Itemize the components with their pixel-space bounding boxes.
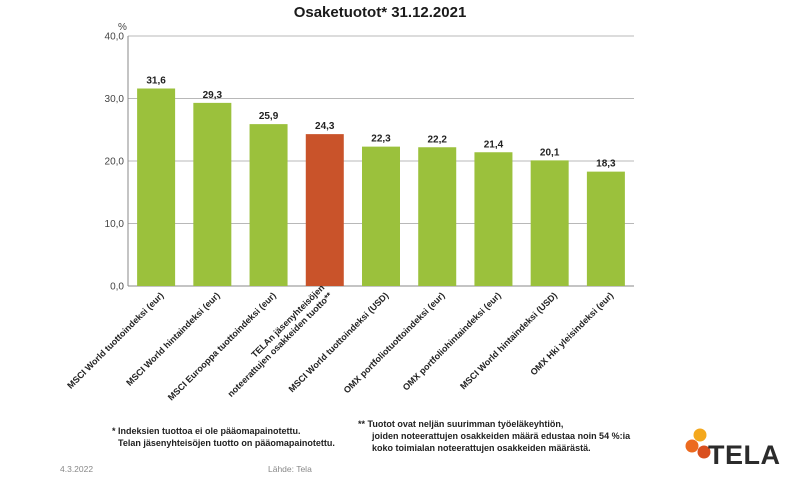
y-axis-unit: % [118, 22, 127, 33]
footnote-tela-line1: ** Tuotot ovat neljän suurimman työeläke… [358, 419, 564, 429]
y-tick-label: 40,0 [105, 32, 125, 43]
bar [137, 88, 176, 286]
bar [586, 171, 625, 286]
x-tick-label: MSCI World hintaindeksi (USD) [458, 290, 559, 391]
bar-value-label: 29,3 [203, 90, 223, 101]
x-tick-label-line: OMX portfoliohintaindeksi (eur) [401, 290, 503, 392]
footnote-tela-line2: joiden noteerattujen osakkeiden määrä ed… [372, 431, 631, 441]
bar-value-label: 22,3 [371, 134, 391, 145]
bar-value-label: 20,1 [540, 147, 560, 158]
x-tick-label: MSCI World hintaindeksi (eur) [124, 290, 221, 387]
y-tick-label: 10,0 [105, 219, 125, 230]
bar-value-label: 25,9 [259, 111, 279, 122]
bar-value-label: 21,4 [484, 139, 504, 150]
x-tick-label-line: OMX portfoliotuottoindeksi (eur) [342, 290, 447, 395]
y-tick-label: 30,0 [105, 94, 125, 105]
footnote-index-line2: Telan jäsenyhteisöjen tuotto on pääomapa… [118, 438, 335, 448]
x-tick-label: OMX portfoliohintaindeksi (eur) [401, 290, 503, 392]
x-tick-label-line: MSCI World hintaindeksi (eur) [124, 290, 221, 387]
bar [474, 152, 513, 286]
y-tick-label: 20,0 [105, 157, 125, 168]
bar [193, 102, 232, 286]
logo-dot-top [693, 428, 707, 442]
bars: 31,6 29,3 25,9 24,3 22,3 22,2 21,4 20,1 18,3 [137, 76, 625, 286]
x-axis-labels: MSCI World tuottoindeksi (eur)MSCI World… [65, 283, 615, 403]
bar-chart: 0,0 10,0 20,0 30,0 40,0 31,6 29,3 25,9 24,3 22,3… [65, 32, 634, 403]
y-tick-label: 0,0 [110, 282, 124, 293]
bar-value-label: 22,2 [427, 134, 447, 145]
footer-source: Lähde: Tela [268, 464, 312, 474]
bar [249, 124, 288, 286]
footnote-tela: ** Tuotot ovat neljän suurimman työeläke… [358, 418, 648, 454]
bar-value-label: 18,3 [596, 159, 616, 170]
logo-dot-right [697, 445, 711, 459]
bar [305, 134, 344, 286]
footnote-index: * Indeksien tuottoa ei ole pääomapainote… [112, 425, 342, 449]
x-tick-label: MSCI World tuottoindeksi (eur) [65, 290, 165, 390]
footnote-tela-line3: koko toimialan noteerattujen osakkeiden … [372, 443, 591, 453]
logo-text: TELA [708, 440, 781, 470]
bar-value-label: 24,3 [315, 121, 335, 132]
x-tick-label-line: MSCI World tuottoindeksi (eur) [65, 290, 165, 390]
footer-date: 4.3.2022 [60, 464, 94, 474]
tela-logo-mark [685, 428, 711, 459]
x-tick-label-line: MSCI World hintaindeksi (USD) [458, 290, 559, 391]
bar [418, 147, 457, 286]
x-tick-label-line: TELAn jäsenyhteisöjen [249, 283, 326, 360]
x-tick-label-line: noteerattujen osakkeiden tuotto** [226, 290, 335, 399]
chart-title: Osaketuotot* 31.12.2021 [293, 4, 467, 21]
bar-value-label: 31,6 [146, 76, 166, 87]
tela-logo: TELA [683, 426, 783, 476]
logo-dot-left [685, 439, 699, 453]
x-tick-label: OMX portfoliotuottoindeksi (eur) [342, 290, 447, 395]
footnote-index-line1: * Indeksien tuottoa ei ole pääomapainote… [112, 426, 301, 436]
bar [362, 146, 400, 286]
bar [530, 160, 569, 286]
